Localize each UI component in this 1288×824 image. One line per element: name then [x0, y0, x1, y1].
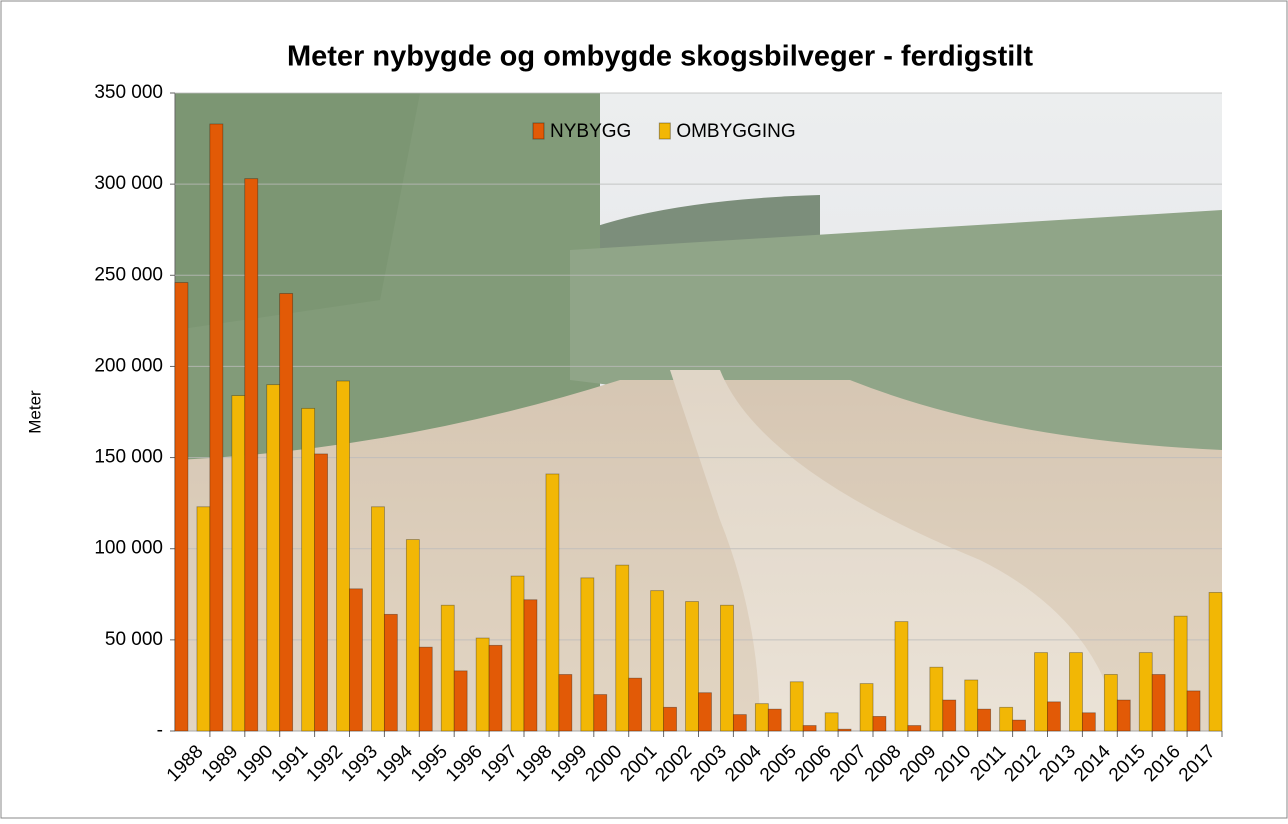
bar	[594, 695, 607, 731]
bar	[337, 381, 350, 731]
bar	[651, 591, 664, 731]
bar	[1000, 707, 1013, 731]
bar	[698, 693, 711, 731]
bar	[1047, 702, 1060, 731]
y-tick-label: -	[157, 720, 163, 741]
y-tick-label: 150 000	[94, 447, 163, 468]
bar	[1035, 653, 1048, 731]
y-tick-label: 250 000	[94, 264, 163, 285]
bar	[965, 680, 978, 731]
bar	[371, 507, 384, 731]
bar	[1139, 653, 1152, 731]
bar	[546, 474, 559, 731]
bar	[1209, 592, 1222, 731]
bar	[349, 589, 362, 731]
bar	[511, 576, 524, 731]
bar	[908, 726, 921, 731]
bar	[210, 124, 223, 731]
bar	[616, 565, 629, 731]
legend-swatch	[659, 123, 670, 139]
bar	[419, 647, 432, 731]
y-tick-label: 300 000	[94, 173, 163, 194]
bar	[978, 709, 991, 731]
bar	[175, 283, 188, 731]
bar	[315, 454, 328, 731]
bar	[197, 507, 210, 731]
bar	[1174, 616, 1187, 731]
bar	[873, 716, 886, 731]
chart-title: Meter nybygde og ombygde skogsbilveger -…	[287, 41, 1033, 73]
bar	[930, 667, 943, 731]
bar	[943, 700, 956, 731]
bar	[686, 602, 699, 731]
bar	[280, 294, 293, 731]
bar	[895, 622, 908, 731]
bar	[454, 671, 467, 731]
bar	[1117, 700, 1130, 731]
bar	[768, 709, 781, 731]
bar	[733, 715, 746, 731]
bar	[302, 408, 315, 731]
bar	[524, 600, 537, 731]
bar	[1152, 674, 1165, 731]
bar	[720, 605, 733, 731]
bar	[384, 614, 397, 731]
bar	[1082, 713, 1095, 731]
bar	[476, 638, 489, 731]
bar	[664, 707, 677, 731]
bar	[629, 678, 642, 731]
bar	[1013, 720, 1026, 731]
bar	[232, 396, 245, 731]
bar	[860, 684, 873, 731]
y-axis-title: Meter	[25, 390, 44, 434]
bar	[790, 682, 803, 731]
y-tick-label: 100 000	[94, 538, 163, 559]
bar	[489, 645, 502, 731]
bar	[1069, 653, 1082, 731]
y-tick-label: 200 000	[94, 355, 163, 376]
bar	[1187, 691, 1200, 731]
y-tick-label: 50 000	[105, 629, 163, 650]
y-tick-label: 350 000	[94, 82, 163, 103]
legend-label: OMBYGGING	[676, 121, 795, 142]
bar	[1104, 674, 1117, 731]
chart: Meter nybygde og ombygde skogsbilveger -…	[0, 0, 1288, 819]
bar	[581, 578, 594, 731]
bar	[406, 540, 419, 731]
bar	[803, 726, 816, 731]
bar	[755, 704, 768, 731]
bar	[267, 385, 280, 731]
bar	[838, 729, 851, 731]
bar	[559, 674, 572, 731]
bar	[245, 179, 258, 731]
bar	[441, 605, 454, 731]
legend-label: NYBYGG	[550, 121, 631, 142]
legend-swatch	[533, 123, 544, 139]
bar	[825, 713, 838, 731]
